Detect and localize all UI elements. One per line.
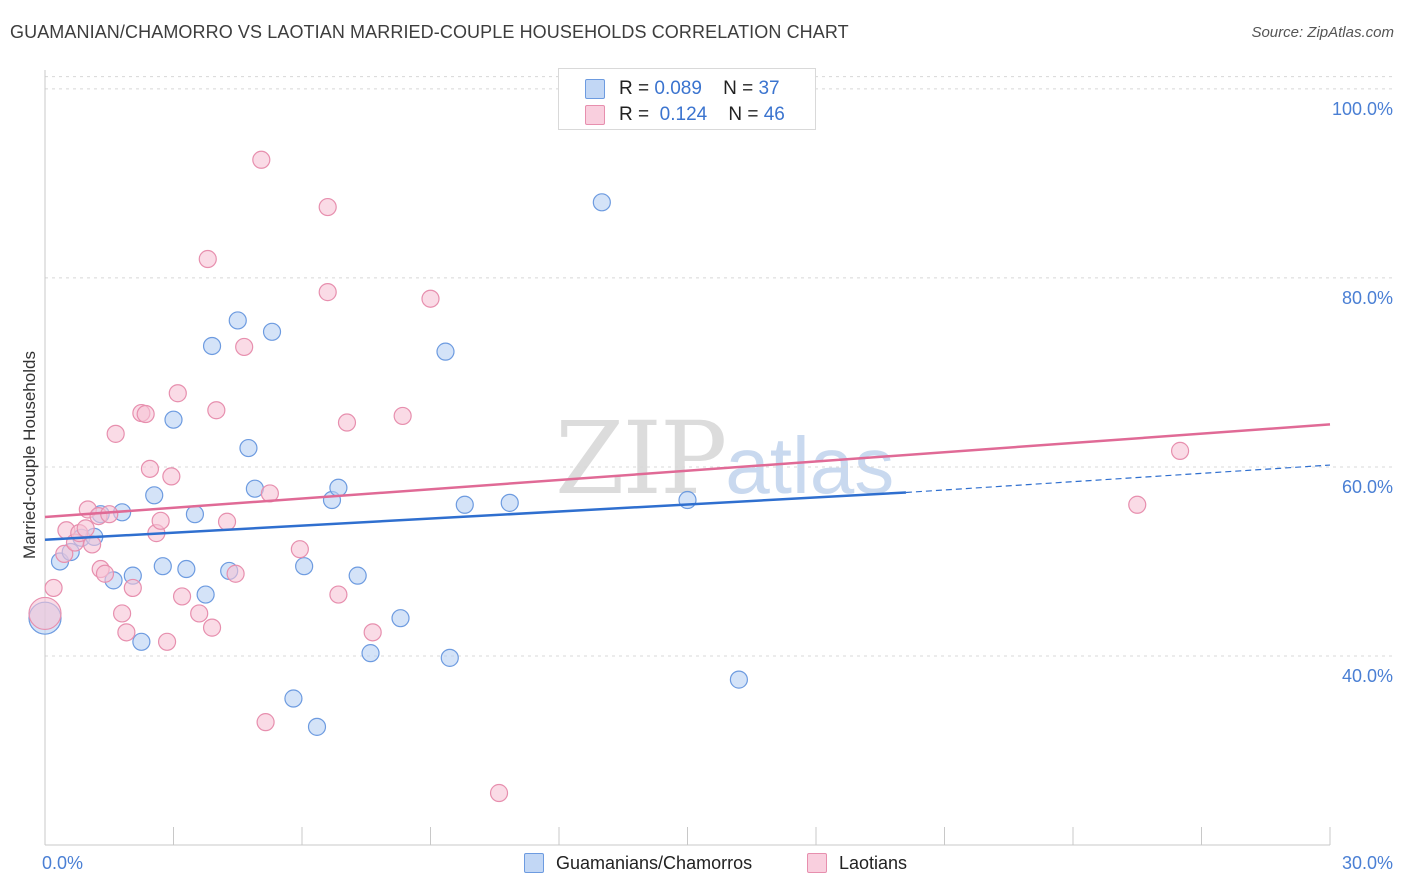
y-tick-label: 80.0% [1342, 288, 1393, 308]
axes [44, 70, 1331, 846]
guamanian-point [284, 689, 303, 708]
guamanian-point [196, 585, 215, 604]
r-value: 0.089 [654, 78, 702, 99]
r-value: 0.124 [659, 104, 708, 125]
guamanian-trend-line [44, 491, 907, 541]
guamanian-point [177, 559, 196, 579]
n-label: N = [728, 104, 759, 125]
guamanian-point [164, 410, 183, 429]
laotian-point [55, 544, 74, 564]
guamanian-point [262, 322, 282, 341]
laotian-point [393, 406, 412, 426]
laotian-point [123, 578, 142, 598]
x-tick-label: 30.0% [1342, 853, 1393, 873]
laotian-point [151, 511, 170, 530]
laotian-point [329, 585, 348, 604]
series-legend: Guamanians/Chamorros Laotians [0, 852, 1406, 878]
laotian-point [217, 512, 237, 531]
guamanian-point [185, 505, 205, 524]
laotian-point [44, 578, 63, 598]
source-label: Source: ZipAtlas.com [1251, 24, 1394, 41]
y-axis-label: Married-couple Households [20, 351, 39, 559]
laotian-point [1128, 495, 1147, 514]
r-label: R = [619, 78, 650, 99]
y-tick-label: 40.0% [1342, 666, 1393, 686]
watermark: ZIPatlas [555, 400, 894, 517]
grid-lines [45, 76, 1395, 657]
x-tick-label: 0.0% [42, 853, 83, 873]
laotian-point [28, 596, 62, 631]
guamanian-point [307, 717, 327, 736]
laotian-point [363, 623, 382, 642]
guamanian-point [361, 644, 380, 663]
guamanian-point [228, 311, 247, 330]
trend-lines [44, 423, 1331, 541]
legend-label: Laotians [839, 853, 908, 873]
laotian-point [226, 564, 245, 583]
laotian-point [112, 604, 132, 623]
legend-label: Guamanians/Chamorros [556, 853, 753, 873]
guamanian-point [348, 566, 367, 585]
laotian-point [290, 540, 309, 559]
guamanian-point [202, 336, 222, 356]
guamanian-point [295, 557, 314, 576]
laotian-point [1170, 441, 1190, 460]
laotian-point [318, 197, 337, 217]
n-value: 37 [758, 78, 780, 99]
guamanian-trend-extension [905, 464, 1331, 494]
legend-swatch-pink [585, 105, 605, 125]
guamanian-point [592, 193, 611, 212]
laotian-point [256, 713, 275, 732]
legend-text: R = 0.124 N = 46 [619, 104, 785, 126]
laotian-point [337, 413, 357, 432]
laotian-point [100, 505, 119, 524]
guamanian-point [436, 342, 455, 361]
watermark-zip: ZIP [555, 400, 727, 517]
guamanian-point [455, 495, 474, 514]
laotian-point [136, 404, 155, 424]
legend-text: R = 0.089 N = 37 [619, 78, 780, 100]
laotian-point [140, 459, 160, 478]
guamanian-point [239, 438, 258, 458]
laotian-point [198, 249, 217, 269]
n-label: N = [723, 78, 754, 99]
laotian-trend-line [44, 423, 1331, 519]
guamanian-point [145, 486, 164, 505]
laotian-point [202, 618, 222, 637]
guamanian-point [132, 632, 151, 651]
legend-swatch-blue [585, 79, 605, 99]
laotian-point [117, 623, 136, 642]
guamanian-point [391, 609, 410, 628]
tick-labels: 40.0% 60.0% 80.0% 100.0% 0.0% 30.0% [42, 99, 1393, 873]
laotian-point [190, 604, 209, 623]
laotian-point [95, 564, 115, 583]
laotian-point [106, 424, 125, 443]
laotian-point [489, 783, 509, 803]
chart-title: GUAMANIAN/CHAMORRO VS LAOTIAN MARRIED-CO… [10, 22, 849, 42]
guamanian-point [245, 479, 264, 498]
laotian-point [421, 289, 440, 308]
n-value: 46 [763, 104, 785, 125]
laotian-point [76, 519, 95, 538]
y-tick-label: 60.0% [1342, 477, 1393, 497]
laotian-point [252, 150, 271, 169]
guamanian-point [729, 670, 749, 689]
guamanian-point [500, 493, 519, 512]
guamanian-point [440, 648, 459, 667]
laotian-point [172, 587, 192, 606]
laotian-point [157, 632, 177, 651]
guamanian-point [329, 478, 348, 497]
laotian-point [207, 401, 226, 420]
laotian-point [162, 467, 181, 486]
laotian-point [318, 283, 337, 302]
laotian-point [235, 337, 254, 357]
legend-swatch-pink [807, 853, 827, 873]
guamanian-point [153, 557, 172, 576]
legend-swatch-blue [524, 853, 544, 873]
r-label: R = [619, 104, 650, 125]
correlation-legend: R = 0.089 N = 37 R = 0.124 N = 46 [558, 68, 816, 130]
y-tick-label: 100.0% [1332, 99, 1393, 119]
laotian-point [168, 384, 187, 403]
